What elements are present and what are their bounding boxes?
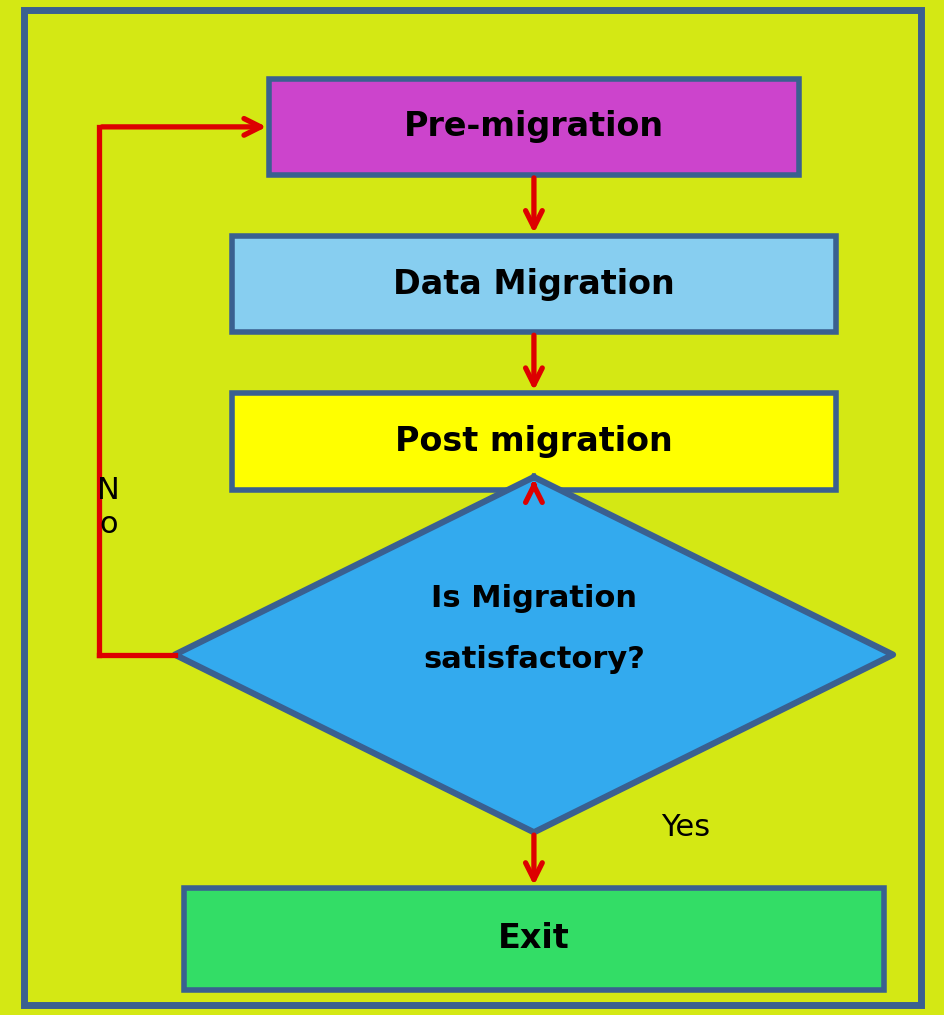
Text: Exit: Exit — [497, 923, 569, 955]
Text: N
o: N o — [97, 476, 120, 539]
Polygon shape — [175, 477, 892, 832]
Bar — [231, 236, 835, 333]
Text: Is Migration: Is Migration — [430, 585, 636, 613]
Text: satisfactory?: satisfactory? — [423, 646, 644, 674]
Text: Post migration: Post migration — [395, 425, 672, 458]
Bar — [269, 79, 798, 175]
Text: Pre-migration: Pre-migration — [403, 111, 664, 143]
Text: Data Migration: Data Migration — [393, 268, 674, 300]
Bar — [184, 888, 883, 990]
Bar — [231, 394, 835, 490]
Text: Yes: Yes — [661, 813, 710, 841]
